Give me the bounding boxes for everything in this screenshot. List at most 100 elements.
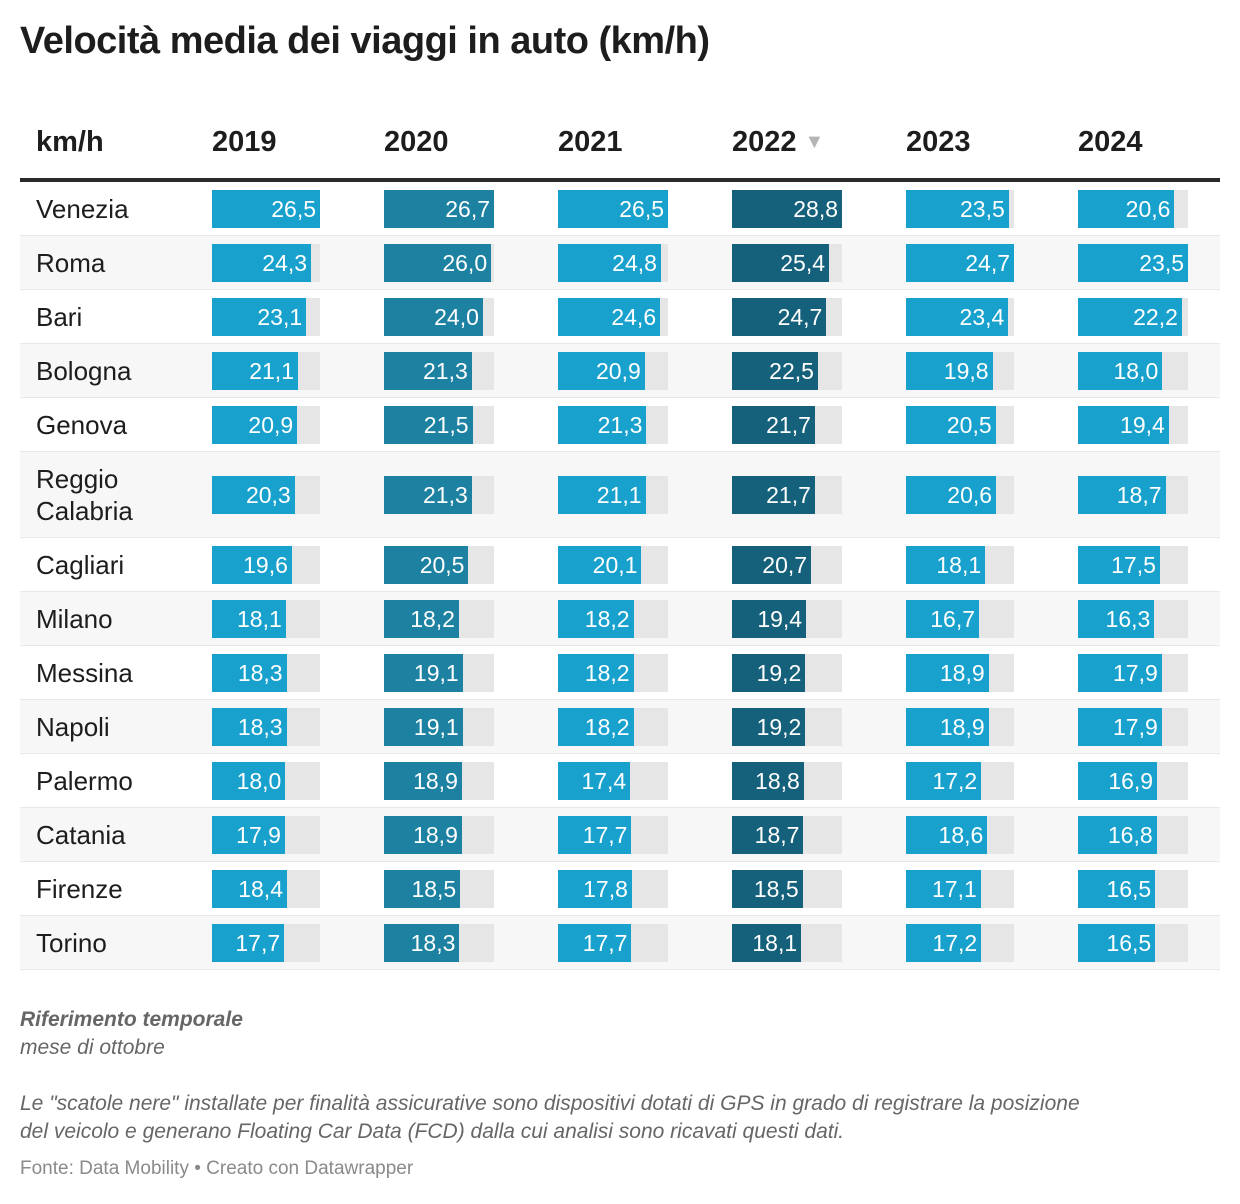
bar-value-label: 25,4 xyxy=(780,249,825,276)
bar-2022: 20,7 xyxy=(732,545,812,584)
bar-track: 24,6 xyxy=(558,297,668,336)
bar-2021: 17,4 xyxy=(558,761,631,800)
bar-value-label: 18,9 xyxy=(939,713,985,740)
bar-track: 18,8 xyxy=(732,761,842,800)
bar-track: 20,3 xyxy=(212,475,320,514)
bar-track: 18,3 xyxy=(212,653,320,692)
bar-value-label: 22,2 xyxy=(1133,303,1178,330)
bar-track: 21,7 xyxy=(732,475,842,514)
bar-value-label: 23,1 xyxy=(257,303,303,330)
column-header-2023[interactable]: 2023 xyxy=(906,126,971,159)
bar-track: 23,1 xyxy=(212,297,320,336)
bar-track: 18,4 xyxy=(212,869,320,908)
bar-2022: 25,4 xyxy=(732,243,829,282)
column-header-2024[interactable]: 2024 xyxy=(1078,126,1143,159)
bar-2021: 18,2 xyxy=(558,599,634,638)
bar-value-label: 18,9 xyxy=(939,659,985,686)
bar-value-label: 17,1 xyxy=(932,875,977,902)
bar-value-label: 20,6 xyxy=(1125,195,1171,222)
table-row: Venezia 26,5 26,7 26,5 28,8 23,5 20,6 xyxy=(20,182,1220,236)
bar-value-label: 21,3 xyxy=(422,481,468,508)
triangle-down-icon: ▼ xyxy=(804,131,825,153)
bar-value-label: 21,1 xyxy=(596,481,642,508)
bar-track: 21,1 xyxy=(558,475,668,514)
bar-value-label: 20,5 xyxy=(946,411,992,438)
bar-2021: 21,3 xyxy=(558,405,647,444)
bar-2023: 17,2 xyxy=(906,761,982,800)
bar-track: 20,9 xyxy=(558,351,668,390)
bar-track: 16,9 xyxy=(1078,761,1188,800)
bar-value-label: 16,3 xyxy=(1105,605,1151,632)
bar-track: 19,1 xyxy=(384,653,494,692)
bar-2020: 21,5 xyxy=(384,405,473,444)
bar-value-label: 18,5 xyxy=(411,875,457,902)
table-row: Torino 17,7 18,3 17,7 18,1 17,2 16,5 xyxy=(20,916,1220,970)
bar-value-label: 18,1 xyxy=(936,551,982,578)
bar-2019: 18,1 xyxy=(212,599,286,638)
bar-track: 26,7 xyxy=(384,189,494,228)
bar-2023: 23,4 xyxy=(906,297,1009,336)
bar-track: 18,1 xyxy=(906,545,1014,584)
bar-value-label: 21,5 xyxy=(423,411,469,438)
bar-track: 26,0 xyxy=(384,243,494,282)
bar-2020: 18,3 xyxy=(384,923,460,962)
column-header-2021[interactable]: 2021 xyxy=(558,126,623,159)
table-row: Bari 23,1 24,0 24,6 24,7 23,4 22,2 xyxy=(20,290,1220,344)
bar-track: 17,7 xyxy=(212,923,320,962)
bar-value-label: 19,8 xyxy=(943,357,989,384)
bar-value-label: 24,7 xyxy=(965,249,1010,276)
bar-2024: 18,0 xyxy=(1078,351,1163,390)
column-header-label: 2019 xyxy=(212,126,277,158)
city-label: Roma xyxy=(36,247,106,278)
bar-track: 18,2 xyxy=(384,599,494,638)
bar-2022: 22,5 xyxy=(732,351,818,390)
bar-2021: 17,7 xyxy=(558,815,632,854)
bar-2019: 26,5 xyxy=(212,189,320,228)
table-row: Palermo 18,0 18,9 17,4 18,8 17,2 16,9 xyxy=(20,754,1220,808)
bar-value-label: 20,6 xyxy=(947,481,993,508)
column-header-2020[interactable]: 2020 xyxy=(384,126,449,159)
source-footer: Fonte: Data Mobility • Creato con Datawr… xyxy=(20,1158,414,1179)
bar-value-label: 18,1 xyxy=(237,605,282,632)
bar-2024: 22,2 xyxy=(1078,297,1182,336)
column-header-km-h[interactable]: km/h xyxy=(36,126,104,159)
bar-value-label: 21,7 xyxy=(766,481,811,508)
bar-track: 20,9 xyxy=(212,405,320,444)
table-row: Napoli 18,3 19,1 18,2 19,2 18,9 17,9 xyxy=(20,700,1220,754)
bar-value-label: 24,7 xyxy=(777,303,823,330)
bar-value-label: 18,9 xyxy=(413,821,458,848)
bar-2024: 23,5 xyxy=(1078,243,1188,282)
bar-track: 18,2 xyxy=(558,653,668,692)
bar-2019: 24,3 xyxy=(212,243,312,282)
bar-2024: 16,8 xyxy=(1078,815,1157,854)
bar-track: 18,3 xyxy=(212,707,320,746)
city-label: Genova xyxy=(36,409,128,440)
column-header-2022[interactable]: 2022 ▼ xyxy=(732,126,824,159)
bar-track: 25,4 xyxy=(732,243,842,282)
city-label: Venezia xyxy=(36,193,129,224)
bar-2023: 17,1 xyxy=(906,869,981,908)
bar-track: 19,8 xyxy=(906,351,1014,390)
bar-value-label: 17,9 xyxy=(236,821,281,848)
bar-track: 18,9 xyxy=(906,653,1014,692)
bar-2022: 18,5 xyxy=(732,869,803,908)
bar-value-label: 19,1 xyxy=(413,713,459,740)
table-row: Catania 17,9 18,9 17,7 18,7 18,6 16,8 xyxy=(20,808,1220,862)
bar-value-label: 19,4 xyxy=(757,605,803,632)
bar-value-label: 20,1 xyxy=(592,551,638,578)
bar-2022: 28,8 xyxy=(732,189,842,228)
bar-2024: 19,4 xyxy=(1078,405,1169,444)
bar-2024: 16,3 xyxy=(1078,599,1155,638)
bar-2022: 21,7 xyxy=(732,475,815,514)
bar-2024: 17,5 xyxy=(1078,545,1160,584)
column-header-2019[interactable]: 2019 xyxy=(212,126,277,159)
bar-track: 16,7 xyxy=(906,599,1014,638)
bar-track: 24,7 xyxy=(906,243,1014,282)
bar-2021: 21,1 xyxy=(558,475,646,514)
bar-value-label: 17,7 xyxy=(235,929,281,956)
column-header-label: km/h xyxy=(36,126,104,158)
bar-value-label: 18,1 xyxy=(752,929,798,956)
bar-2023: 18,9 xyxy=(906,707,989,746)
bar-value-label: 17,4 xyxy=(581,767,627,794)
bar-track: 18,9 xyxy=(384,815,494,854)
